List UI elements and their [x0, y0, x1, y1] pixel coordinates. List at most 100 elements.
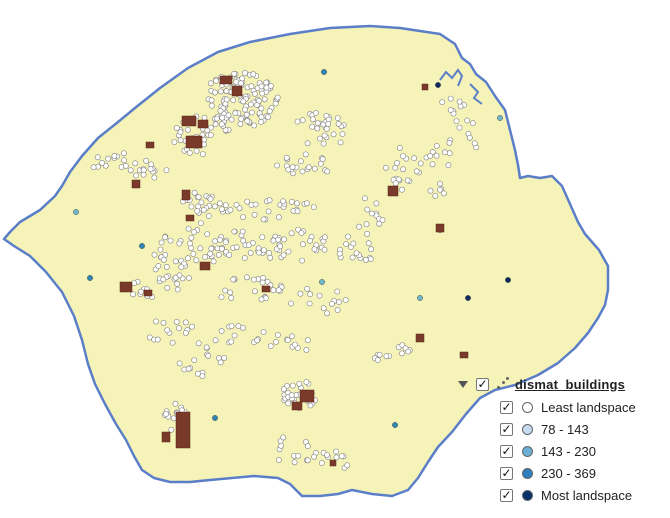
building-point — [288, 230, 295, 237]
building-point — [218, 328, 225, 334]
building-point — [258, 114, 265, 120]
building-point — [178, 264, 185, 270]
building-point — [195, 340, 202, 347]
building-point — [207, 132, 214, 138]
legend-item-checkbox[interactable]: ✓ — [500, 422, 513, 436]
building-point — [219, 114, 226, 121]
building-point — [199, 373, 206, 379]
layer-visibility-checkbox[interactable]: ✓ — [476, 377, 489, 391]
point-layer-icon — [495, 377, 509, 391]
building-point — [306, 300, 313, 307]
building-point — [193, 147, 200, 154]
building-point — [342, 297, 349, 303]
building-point — [238, 116, 244, 122]
building-point — [186, 275, 192, 281]
building-point — [456, 98, 463, 105]
building-point — [171, 139, 178, 145]
building-point — [258, 119, 264, 125]
building-point — [429, 149, 436, 155]
building-point — [250, 276, 257, 283]
building-point — [356, 223, 362, 230]
building-point — [202, 254, 208, 260]
legend-item-checkbox[interactable]: ✓ — [500, 444, 513, 458]
building-point — [334, 288, 341, 295]
building-point — [373, 200, 380, 207]
building-point — [319, 279, 325, 285]
building-point — [223, 88, 230, 94]
legend-item-label: 143 - 230 — [541, 443, 596, 459]
building-point — [231, 70, 238, 77]
building-point — [147, 166, 154, 172]
building-point — [203, 344, 210, 351]
building-point — [343, 241, 349, 247]
building-point — [259, 90, 266, 97]
building-point — [398, 350, 405, 357]
building-point — [259, 234, 266, 240]
building-point — [242, 70, 248, 76]
building-point — [374, 357, 381, 363]
building-point — [236, 205, 243, 212]
building-point — [316, 292, 323, 299]
layer-name[interactable]: dismat_buildings — [515, 376, 626, 392]
building-footprint — [175, 411, 191, 449]
building-point — [311, 165, 318, 172]
building-point — [244, 274, 250, 281]
building-point — [204, 231, 211, 237]
building-point — [235, 323, 242, 329]
building-point — [245, 242, 252, 248]
legend-item-checkbox[interactable]: ✓ — [500, 400, 513, 414]
building-point — [335, 120, 342, 127]
building-point — [186, 149, 193, 156]
building-point — [303, 379, 310, 385]
building-point — [143, 157, 149, 164]
building-point — [267, 254, 274, 261]
building-point — [333, 448, 339, 455]
building-point — [429, 161, 436, 168]
building-point — [334, 115, 341, 121]
building-point — [471, 140, 478, 147]
building-point — [184, 255, 191, 262]
building-footprint — [435, 223, 445, 233]
building-point — [364, 206, 371, 213]
building-point — [168, 426, 175, 433]
building-point — [248, 109, 255, 116]
building-point — [207, 250, 214, 257]
building-point — [227, 207, 234, 213]
building-point — [285, 166, 292, 173]
building-point — [232, 110, 239, 116]
building-point — [285, 400, 292, 407]
building-point — [439, 99, 446, 105]
building-point — [251, 91, 258, 97]
building-point — [299, 117, 306, 124]
building-point — [280, 198, 286, 205]
legend-item-checkbox[interactable]: ✓ — [500, 488, 513, 502]
legend-item-label: Most landspace — [541, 487, 633, 503]
building-point — [105, 155, 111, 162]
building-footprints-layer — [119, 75, 469, 467]
building-point — [400, 166, 406, 173]
building-point — [169, 339, 176, 346]
building-point — [453, 118, 460, 124]
collapse-triangle-icon[interactable] — [458, 380, 468, 388]
building-point — [267, 343, 274, 349]
building-point — [239, 228, 246, 235]
building-point — [338, 453, 345, 459]
building-point — [173, 318, 180, 325]
building-point — [208, 97, 215, 104]
building-point — [204, 127, 211, 134]
building-point — [185, 365, 192, 372]
building-point — [310, 204, 317, 210]
building-point — [99, 159, 105, 166]
building-point — [368, 246, 374, 253]
building-point — [413, 168, 420, 175]
building-point — [304, 443, 311, 450]
building-point — [283, 154, 290, 161]
building-footprint — [219, 75, 233, 85]
legend-item-checkbox[interactable]: ✓ — [500, 466, 513, 480]
building-point — [244, 118, 251, 124]
building-point — [200, 206, 207, 213]
circle-symbol-icon — [522, 467, 533, 479]
building-point — [174, 280, 180, 287]
building-point — [318, 460, 325, 466]
